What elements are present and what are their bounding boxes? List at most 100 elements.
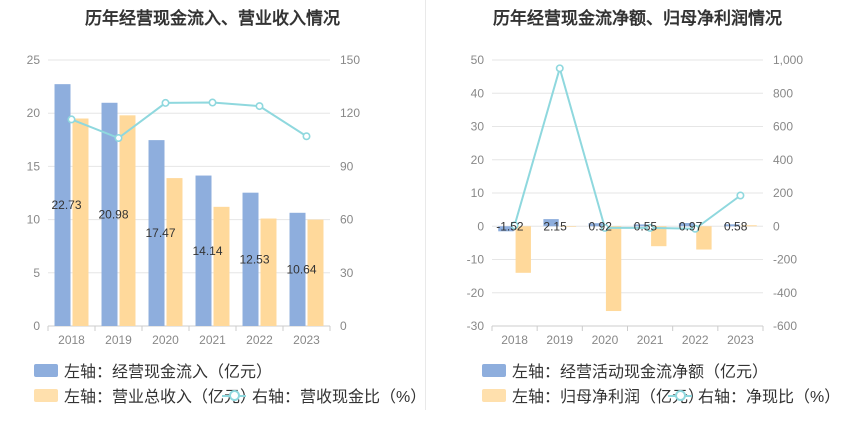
- left-line-point: [114, 134, 123, 143]
- right-bar-series1: [543, 219, 559, 227]
- right-data-label: 0.92: [589, 219, 613, 233]
- right-bar-series2: [515, 226, 531, 273]
- right-chart-title: 历年经营现金流净额、归母净利润情况: [493, 9, 782, 28]
- left-line-point: [255, 102, 264, 111]
- right-data-label: 0.55: [634, 219, 658, 233]
- right-line-point: [646, 223, 655, 232]
- right-left-tick-label: 20: [471, 153, 485, 167]
- right-right-tick-label: 800: [773, 86, 793, 100]
- right-category-label: 2018: [501, 333, 528, 347]
- left-category-label: 2021: [199, 333, 226, 347]
- right-chart-panel: 历年经营现金流净额、归母净利润情况 -30 -20 -10 0 10 20 30 40 50 -6…: [425, 0, 850, 437]
- legend-label: 左轴：经营活动现金流净额（亿元）: [512, 364, 769, 381]
- left-right-tick-label: 60: [340, 213, 354, 227]
- left-bar-series2: [166, 178, 183, 326]
- left-category-label: 2019: [105, 333, 132, 347]
- left-left-tick-label: 5: [33, 266, 40, 280]
- left-line-point: [67, 115, 76, 124]
- left-right-tick-label: 0: [340, 319, 347, 333]
- right-left-tick-label: -20: [467, 286, 485, 300]
- left-data-label: 10.64: [286, 262, 316, 276]
- right-left-tick-label: 50: [471, 53, 485, 67]
- left-left-tick-label: 25: [27, 53, 41, 67]
- legend-label: 左轴：经营现金流入（亿元）: [64, 364, 273, 381]
- left-right-tick-label: 120: [340, 106, 360, 120]
- right-bar-series1: [498, 226, 514, 232]
- legend-label: 左轴：归母净利润（亿元）: [512, 389, 705, 406]
- left-line-point: [208, 98, 217, 107]
- right-bar-series1: [724, 224, 740, 227]
- legend-swatch-blue-icon: [482, 363, 506, 377]
- right-right-tick-label: 400: [773, 153, 793, 167]
- legend-right-bar2[interactable]: 左轴：归母净利润（亿元）: [482, 383, 704, 407]
- left-line-point: [161, 98, 170, 107]
- legend-left-bar1[interactable]: 左轴：经营现金流入（亿元）: [34, 358, 272, 382]
- left-data-label: 17.47: [145, 226, 175, 240]
- left-bar-series1: [289, 212, 306, 326]
- left-bar-series2: [119, 115, 136, 326]
- right-bar-series2: [560, 226, 577, 227]
- right-left-tick-label: 30: [471, 120, 485, 134]
- right-category-label: 2019: [546, 333, 573, 347]
- right-left-tick-label: 10: [471, 186, 485, 200]
- right-right-tick-label: 600: [773, 120, 793, 134]
- left-bar-series1: [242, 192, 259, 326]
- legend-swatch-orange-icon: [34, 388, 58, 402]
- left-left-tick-label: 10: [27, 213, 41, 227]
- right-right-tick-label: -600: [773, 319, 797, 333]
- legend-label: 左轴：营业总收入（亿元）: [64, 389, 257, 406]
- left-bar-series2: [260, 218, 277, 326]
- right-right-tick-label: 200: [773, 186, 793, 200]
- right-left-tick-label: -10: [467, 253, 485, 267]
- left-category-label: 2022: [246, 333, 273, 347]
- right-right-tick-label: -200: [773, 253, 797, 267]
- right-category-label: 2020: [592, 333, 619, 347]
- right-left-tick-label: 0: [477, 219, 484, 233]
- left-bar-series2: [72, 118, 89, 327]
- right-category-label: 2022: [682, 333, 709, 347]
- legend-label: 右轴：营收现金比（%）: [252, 389, 427, 406]
- left-line-series: [71, 101, 308, 140]
- left-left-tick-label: 15: [27, 159, 41, 173]
- legend-right-line[interactable]: 右轴：净现比（%）: [668, 383, 840, 407]
- left-bar-series1: [195, 175, 212, 326]
- right-right-tick-label: 1,000: [773, 53, 803, 67]
- left-bar-series2: [213, 206, 230, 326]
- right-right-tick-label: -400: [773, 286, 797, 300]
- left-bar-series1: [54, 84, 71, 326]
- left-data-label: 20.98: [98, 207, 128, 221]
- right-bar-series2: [651, 226, 667, 247]
- right-bar-series1: [588, 223, 604, 227]
- legend-left-bar2[interactable]: 左轴：营业总收入（亿元）: [34, 383, 256, 407]
- right-line-point: [510, 221, 519, 230]
- right-left-tick-label: -30: [467, 319, 485, 333]
- left-category-label: 2023: [293, 333, 320, 347]
- right-line-point: [555, 64, 564, 73]
- left-category-label: 2018: [58, 333, 85, 347]
- legend-left-line[interactable]: 右轴：营收现金比（%）: [222, 383, 426, 407]
- left-right-tick-label: 90: [340, 159, 354, 173]
- left-bar-series1: [101, 102, 118, 326]
- legend-right-bar1[interactable]: 左轴：经营活动现金流净额（亿元）: [482, 358, 768, 382]
- left-chart-panel: 历年经营现金流入、营业收入情况 0 5 10 15 20 25 0 30 60 90 120 150 2…: [27, 9, 427, 407]
- right-line-point: [600, 223, 609, 232]
- left-chart-svg: 0 5 10 15 20 25 0 30 60 90 120 150 2018 2019 2020 2021 2…: [27, 53, 361, 347]
- left-left-tick-label: 0: [33, 319, 40, 333]
- left-chart-title: 历年经营现金流入、营业收入情况: [85, 9, 340, 28]
- legend-swatch-orange-icon: [482, 388, 506, 402]
- right-line-point: [736, 191, 745, 200]
- right-data-label: 0.97: [679, 219, 703, 233]
- right-chart-svg: -30 -20 -10 0 10 20 30 40 50 -600 -400 -200 0 200 400 6…: [467, 53, 804, 347]
- right-data-label: 2.15: [543, 219, 567, 233]
- panel-divider: [425, 0, 426, 410]
- right-category-label: 2023: [727, 333, 754, 347]
- right-bar-series2: [696, 226, 712, 250]
- legend-label: 右轴：净现比（%）: [698, 389, 841, 406]
- left-bar-series2: [307, 219, 324, 326]
- left-left-tick-label: 20: [27, 106, 41, 120]
- left-line-point: [302, 132, 311, 141]
- legend-line-marker-icon: [668, 389, 692, 402]
- left-data-label: 22.73: [51, 198, 81, 212]
- right-bar-series1: [678, 223, 695, 227]
- left-category-label: 2020: [152, 333, 179, 347]
